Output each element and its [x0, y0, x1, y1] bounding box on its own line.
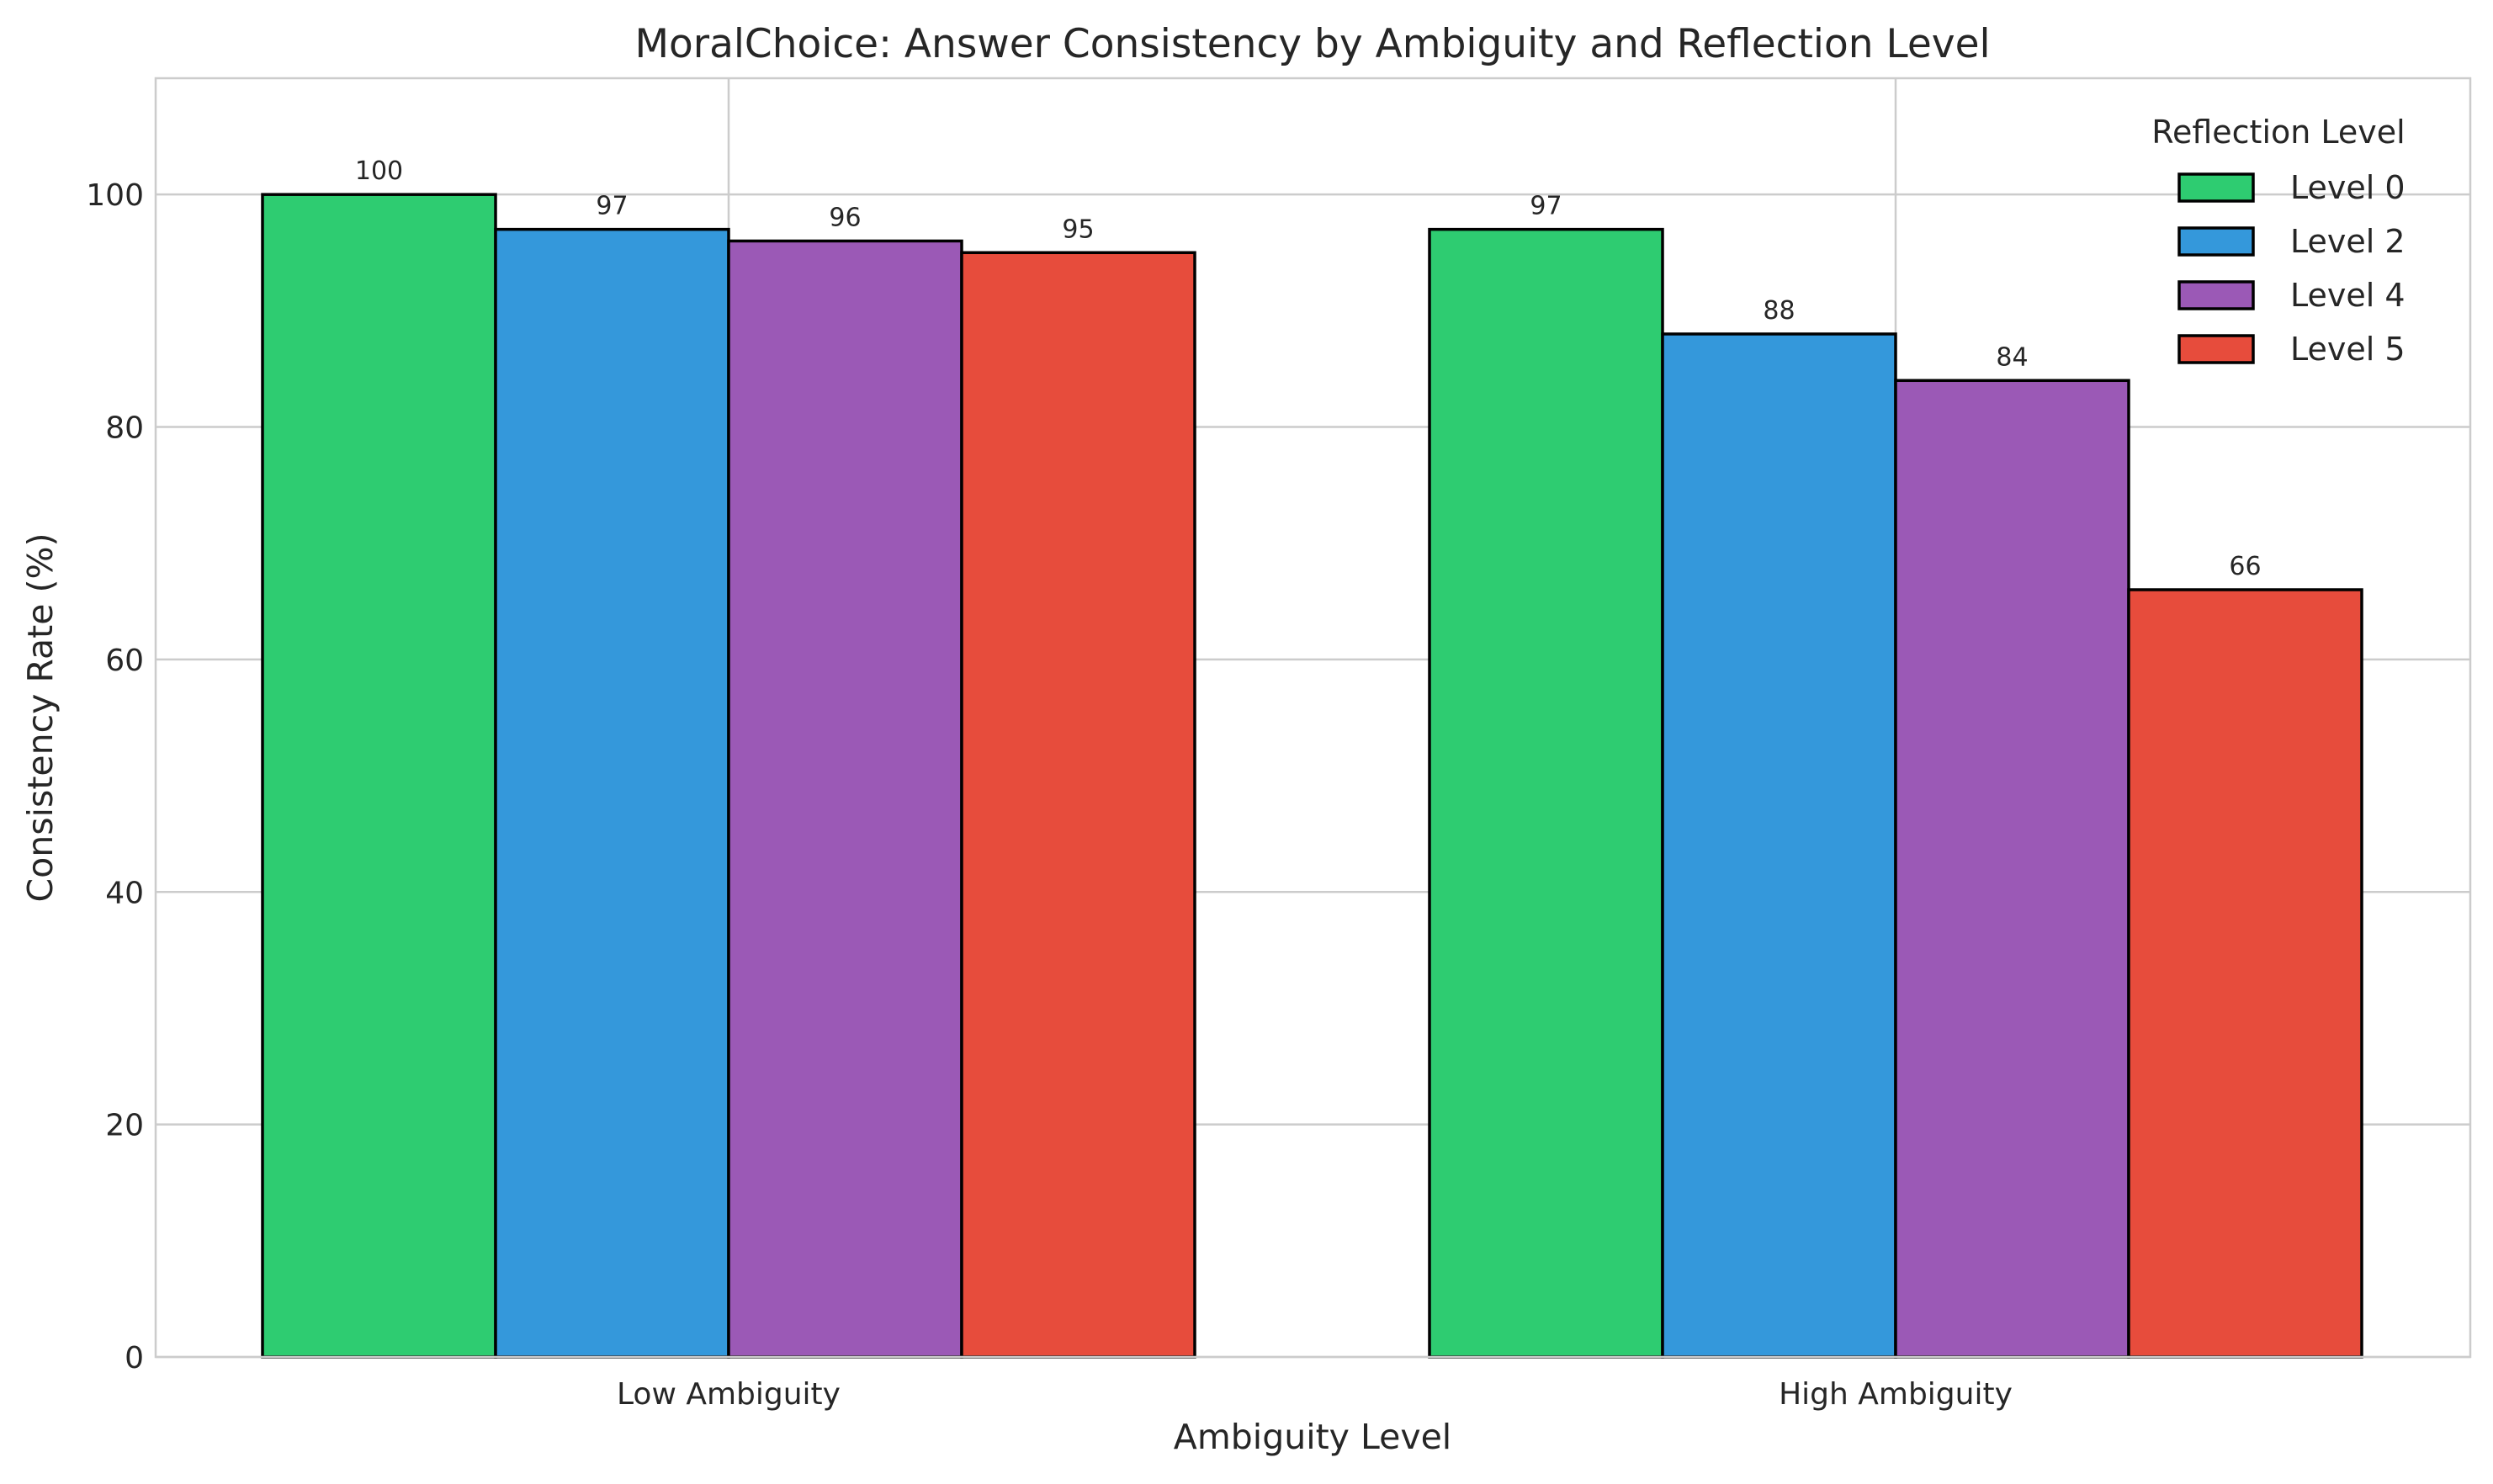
x-axis-label: Ambiguity Level [1174, 1417, 1451, 1457]
bar-value-label: 97 [1530, 192, 1562, 221]
chart-title: MoralChoice: Answer Consistency by Ambig… [634, 21, 1990, 67]
y-tick-label: 80 [105, 411, 144, 446]
bars [261, 193, 2363, 1359]
legend-swatch [2177, 334, 2255, 364]
x-tick-label: High Ambiguity [1779, 1377, 2013, 1412]
legend-title: Reflection Level [2151, 114, 2405, 151]
legend-label: Level 2 [2290, 223, 2405, 260]
legend-label: Level 4 [2290, 277, 2405, 314]
y-tick-label: 20 [105, 1109, 144, 1143]
x-tick-label: Low Ambiguity [617, 1377, 841, 1412]
bar-value-label: 88 [1763, 296, 1795, 326]
bar [2127, 588, 2363, 1359]
y-tick-label: 0 [125, 1341, 144, 1375]
data-labels: 100 97 97 88 96 84 95 66 [355, 156, 2262, 581]
bar-value-label: 97 [596, 192, 628, 221]
bar [960, 251, 1196, 1359]
legend-swatch [2177, 226, 2255, 257]
bar [494, 227, 730, 1359]
y-tick-label: 40 [105, 876, 144, 910]
bar-value-label: 66 [2229, 552, 2261, 581]
legend-label: Level 0 [2290, 169, 2405, 206]
y-ticks: 0 20 40 60 80 100 [86, 178, 144, 1375]
bar-value-label: 95 [1062, 215, 1094, 244]
legend-label: Level 5 [2290, 331, 2405, 368]
bar-value-label: 84 [1996, 342, 2028, 372]
x-ticks: Low Ambiguity High Ambiguity [617, 1377, 2013, 1412]
plot-frame [154, 77, 2472, 1359]
y-tick-label: 60 [105, 644, 144, 678]
bar [727, 239, 963, 1359]
y-axis-label: Consistency Rate (%) [20, 533, 61, 903]
bar [1661, 332, 1897, 1359]
legend-swatch [2177, 280, 2255, 310]
bar-value-label: 96 [829, 203, 861, 232]
y-tick-label: 100 [86, 178, 144, 213]
legend: Reflection Level Level 0 Level 2 Level 4 Le… [2151, 114, 2405, 368]
bar [261, 193, 497, 1359]
legend-swatch [2177, 172, 2255, 203]
bar [1428, 227, 1664, 1359]
bar [1894, 379, 2130, 1359]
bar-value-label: 100 [355, 156, 403, 186]
